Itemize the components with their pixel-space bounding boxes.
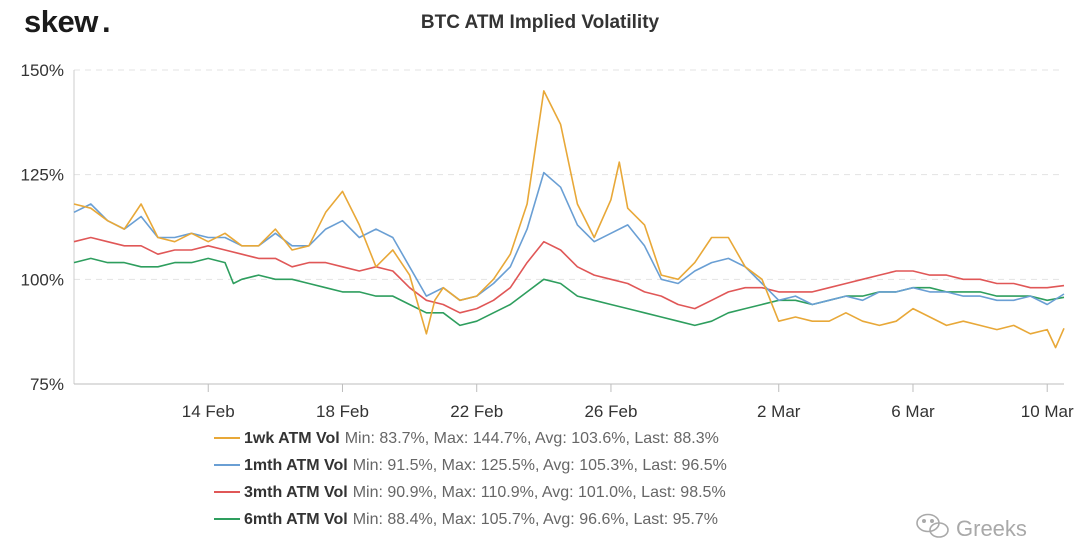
brand-logo: skew .	[24, 4, 111, 39]
legend-item[interactable]: 1wk ATM Vol Min: 83.7%, Max: 144.7%, Avg:…	[214, 430, 719, 447]
x-tick-label: 18 Feb	[316, 402, 369, 421]
legend-series-stats: Min: 83.7%, Max: 144.7%, Avg: 103.6%, La…	[345, 430, 719, 447]
legend-series-name: 1wk ATM Vol	[244, 430, 340, 447]
legend-series-stats: Min: 90.9%, Max: 110.9%, Avg: 101.0%, La…	[353, 484, 726, 501]
legend-series-name: 6mth ATM Vol	[244, 511, 348, 528]
x-tick-label: 6 Mar	[891, 402, 935, 421]
legend-label: 3mth ATM Vol Min: 90.9%, Max: 110.9%, Avg…	[244, 484, 726, 501]
brand-name: skew	[24, 4, 99, 39]
y-tick-label: 125%	[21, 166, 64, 185]
watermark: Greeks	[916, 513, 1027, 541]
series-line	[73, 257, 1065, 327]
x-tick-label: 2 Mar	[757, 402, 801, 421]
series-line	[73, 171, 1065, 306]
legend-series-stats: Min: 91.5%, Max: 125.5%, Avg: 105.3%, La…	[353, 457, 727, 474]
y-tick-label: 100%	[21, 270, 64, 289]
legend-item[interactable]: 6mth ATM Vol Min: 88.4%, Max: 105.7%, Avg…	[214, 511, 718, 528]
watermark-text: Greeks	[956, 516, 1027, 541]
y-tick-label: 150%	[21, 61, 64, 80]
brand-dot: .	[102, 4, 110, 39]
legend-series-name: 1mth ATM Vol	[244, 457, 348, 474]
legend-series-name: 3mth ATM Vol	[244, 484, 348, 501]
series-line	[73, 90, 1065, 349]
y-axis: 75% 100% 125% 150%	[21, 61, 75, 394]
legend-label: 1mth ATM Vol Min: 91.5%, Max: 125.5%, Avg…	[244, 457, 727, 474]
legend-label: 1wk ATM Vol Min: 83.7%, Max: 144.7%, Avg:…	[244, 430, 719, 447]
x-tick-label: 22 Feb	[450, 402, 503, 421]
legend: 1wk ATM Vol Min: 83.7%, Max: 144.7%, Avg:…	[214, 430, 727, 528]
legend-item[interactable]: 1mth ATM Vol Min: 91.5%, Max: 125.5%, Avg…	[214, 457, 727, 474]
chart-title: BTC ATM Implied Volatility	[421, 12, 660, 33]
x-axis: 14 Feb 18 Feb 22 Feb 26 Feb 2 Mar 6 Mar 10 Mar	[74, 383, 1074, 421]
legend-series-stats: Min: 88.4%, Max: 105.7%, Avg: 96.6%, Las…	[353, 511, 718, 528]
legend-item[interactable]: 3mth ATM Vol Min: 90.9%, Max: 110.9%, Avg…	[214, 484, 726, 501]
y-tick-label: 75%	[30, 375, 64, 394]
x-tick-label: 26 Feb	[584, 402, 637, 421]
x-tick-label: 10 Mar	[1021, 402, 1074, 421]
series-line	[73, 236, 1065, 314]
x-tick-label: 14 Feb	[182, 402, 235, 421]
series-lines	[73, 90, 1065, 349]
legend-label: 6mth ATM Vol Min: 88.4%, Max: 105.7%, Avg…	[244, 511, 718, 528]
wechat-icon	[916, 513, 949, 538]
grid-lines	[74, 69, 1064, 280]
